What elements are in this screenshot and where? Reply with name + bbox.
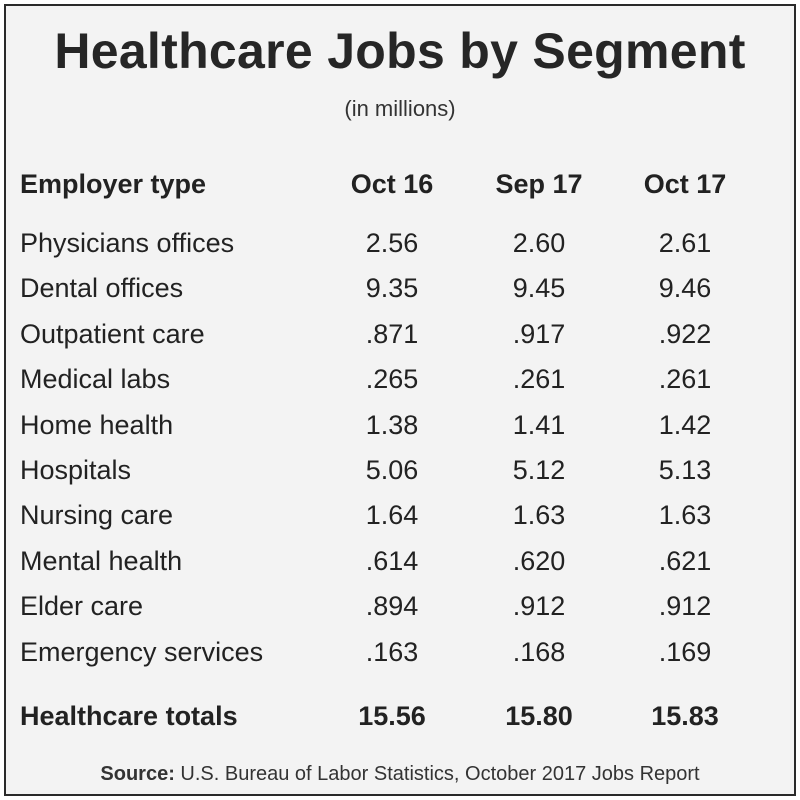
- table-cell: 1.38: [365, 409, 419, 440]
- row-label: Emergency services: [20, 636, 264, 667]
- table-cell: 2.56: [365, 228, 419, 258]
- table-cell: 2.60: [512, 228, 566, 258]
- column-header: Sep 17: [495, 169, 583, 199]
- table-cell: .265: [365, 364, 419, 395]
- totals-cell: 15.83: [651, 701, 719, 731]
- table-cell: 9.46: [658, 273, 712, 304]
- table-cell: 1.42: [658, 409, 712, 440]
- row-label: Elder care: [20, 591, 144, 622]
- totals-label: Healthcare totals: [20, 701, 238, 731]
- row-label: Hospitals: [20, 455, 132, 485]
- table-cell: .912: [658, 591, 712, 622]
- row-label: Medical labs: [20, 364, 171, 395]
- column-header: Oct 17: [643, 169, 727, 199]
- row-label: Physicians offices: [20, 228, 235, 258]
- table-cell: 9.45: [512, 273, 566, 304]
- row-label: Mental health: [20, 545, 183, 576]
- table-cell: 2.61: [658, 228, 712, 258]
- row-label: Nursing care: [20, 500, 174, 531]
- table-cell: .894: [365, 591, 419, 622]
- row-label: Home health: [20, 409, 174, 440]
- table-cell: .163: [365, 636, 419, 667]
- table-cell: .922: [658, 318, 712, 349]
- table-cell: .912: [512, 591, 566, 622]
- table-cell: .917: [512, 318, 566, 349]
- source-prefix: Source:: [100, 763, 175, 785]
- table-frame: Healthcare Jobs by Segment (in millions)…: [4, 4, 796, 796]
- table-cell: .169: [658, 636, 712, 667]
- table-cell: .261: [512, 364, 566, 395]
- table-cell: .168: [512, 636, 566, 667]
- table-cell: .261: [658, 364, 712, 395]
- table-cell: .871: [365, 318, 419, 349]
- table-cell: .620: [512, 545, 566, 576]
- table-cell: 9.35: [365, 273, 419, 304]
- table-cell: 1.41: [512, 409, 566, 440]
- table-cell: 1.63: [658, 500, 712, 531]
- table-cell: 5.06: [365, 455, 419, 485]
- table-cell: 1.64: [365, 500, 419, 531]
- totals-cell: 15.80: [505, 701, 573, 731]
- chart-subtitle: (in millions): [344, 96, 456, 121]
- table-cell: 5.12: [512, 455, 566, 485]
- header-employer-type: Employer type: [20, 169, 207, 199]
- table-cell: 5.13: [658, 455, 712, 485]
- row-label: Outpatient care: [20, 318, 205, 349]
- table-cell: 1.63: [512, 500, 566, 531]
- table-cell: .621: [658, 545, 712, 576]
- source-note: Source: U.S. Bureau of Labor Statistics,…: [6, 763, 794, 786]
- column-header: Oct 16: [350, 169, 434, 199]
- source-text: U.S. Bureau of Labor Statistics, October…: [174, 763, 700, 785]
- row-label: Dental offices: [20, 273, 184, 304]
- table-cell: .614: [365, 545, 419, 576]
- chart-title: Healthcare Jobs by Segment: [54, 23, 746, 79]
- totals-cell: 15.56: [358, 701, 426, 731]
